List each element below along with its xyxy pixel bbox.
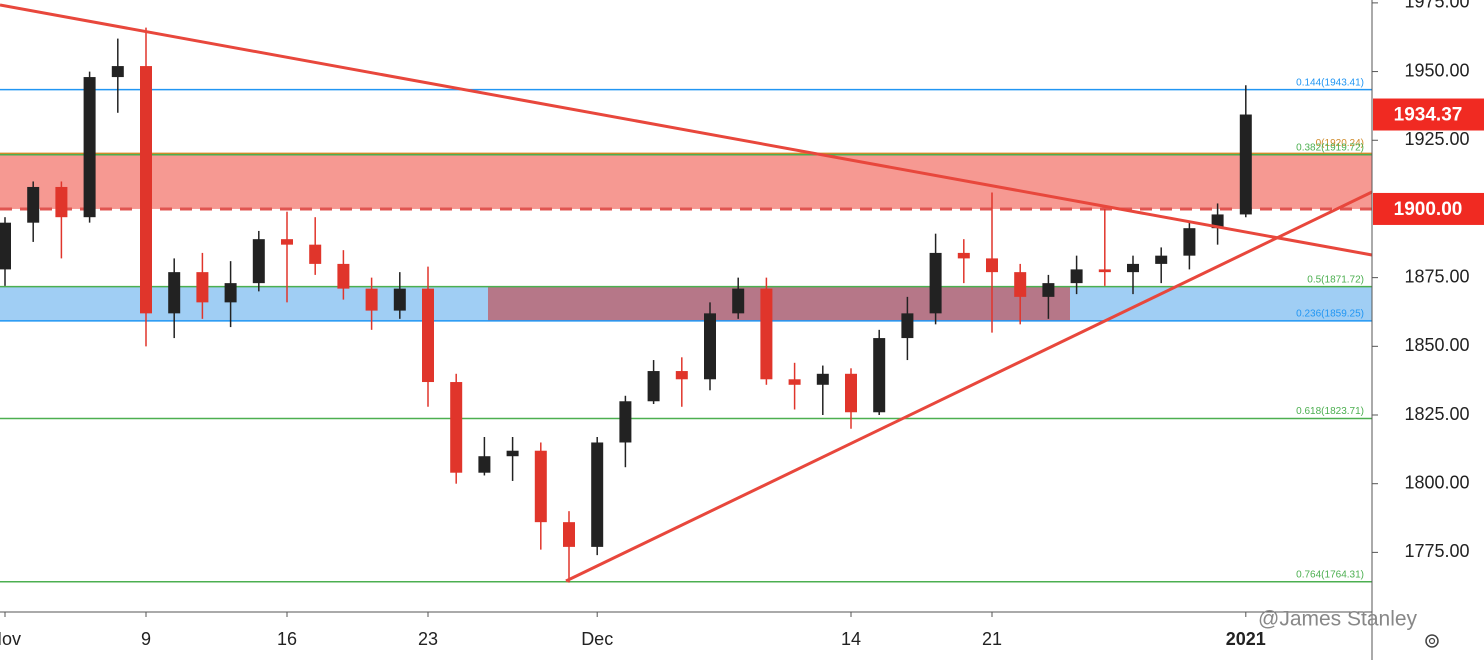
y-tick-label: 1975.00: [1404, 0, 1469, 12]
candle-body: [929, 252, 942, 314]
levels: 0.144(1943.41) 0(1920.24)0.382(1919.72) 0.…: [0, 77, 1372, 583]
trendlines: [0, 3, 1373, 583]
candle-body: [563, 522, 575, 547]
candle-body: [1183, 228, 1196, 256]
candle-body: [196, 272, 209, 303]
candle-body: [281, 239, 293, 245]
y-tick-label: 1800.00: [1404, 472, 1469, 492]
candle-body: [732, 288, 745, 314]
fib-level-label: 0.5(1871.72): [1307, 274, 1364, 285]
y-tick-label: 1950.00: [1404, 60, 1469, 80]
candle-body: [0, 222, 11, 270]
x-tick-label: 21: [982, 629, 1002, 649]
candle-body: [873, 338, 886, 413]
candle-body: [55, 186, 68, 218]
candle-body: [365, 288, 378, 311]
candle-body: [986, 258, 998, 273]
x-tick-label: 14: [841, 629, 861, 649]
y-tick-label: 1775.00: [1404, 541, 1469, 561]
watermark: @James Stanley: [1258, 608, 1418, 631]
price-label: 1900.00: [1394, 199, 1463, 220]
candle-body: [252, 239, 265, 284]
candle-body: [760, 288, 773, 380]
ascending-trendline: [565, 190, 1373, 583]
candle-body: [450, 382, 463, 473]
price-label-box: [1373, 98, 1484, 131]
candle-body: [1211, 214, 1224, 229]
candle-body: [901, 313, 914, 339]
y-tick-label: 1850.00: [1404, 335, 1469, 355]
resistance-zone: [0, 153, 1372, 209]
candle-body: [337, 263, 350, 289]
candle-body: [224, 283, 237, 303]
candle-body: [1127, 263, 1139, 273]
y-tick-label: 1925.00: [1404, 129, 1469, 149]
price-label: 1934.37: [1394, 105, 1463, 126]
candle-body: [647, 371, 660, 402]
candle-body: [422, 288, 434, 383]
candle-body: [816, 373, 829, 385]
candle-body: [83, 77, 96, 218]
fib-level-label: 0.764(1764.31): [1296, 569, 1364, 580]
candle-body: [1070, 269, 1083, 284]
fib-level-label: 0.382(1919.72): [1296, 142, 1364, 153]
candle-body: [111, 66, 124, 78]
candle-body: [1098, 269, 1111, 273]
candle-body: [478, 456, 491, 473]
x-tick-label: Dec: [581, 629, 613, 649]
candle-body: [788, 379, 801, 385]
price-label-box: [1373, 192, 1484, 225]
fib-level-label: 0.144(1943.41): [1296, 77, 1364, 88]
x-tick-label: Nov: [0, 629, 21, 649]
candle-body: [619, 401, 632, 443]
overlap-zone: [488, 286, 1070, 321]
fib-level-label: 0(1920.24): [1316, 138, 1364, 149]
x-tick-label: 23: [418, 629, 438, 649]
x-tick-label: 16: [277, 629, 297, 649]
candle-body: [393, 288, 406, 311]
settings-icon[interactable]: [1425, 634, 1439, 648]
candle-body: [1239, 114, 1252, 215]
candle-body: [1155, 255, 1168, 264]
candles: [0, 27, 1252, 583]
candle-body: [591, 442, 604, 547]
y-tick-label: 1825.00: [1404, 404, 1469, 424]
fib-level-label: 0.236(1859.25): [1296, 309, 1364, 320]
fib-level-label: 0.618(1823.71): [1296, 406, 1364, 417]
candle-body: [140, 66, 152, 314]
candle-body: [957, 252, 970, 259]
candle-body: [27, 186, 40, 223]
time-axis: [0, 612, 1372, 660]
candle-body: [168, 272, 181, 314]
candle-body: [845, 373, 857, 413]
candle-body: [1014, 272, 1027, 297]
candle-body: [704, 313, 716, 380]
x-tick-label: 2021: [1226, 629, 1266, 649]
x-tick-label: 9: [141, 629, 151, 649]
candle-body: [506, 450, 519, 457]
candle-body: [309, 244, 322, 264]
descending-trendline: [0, 3, 1373, 257]
y-tick-label: 1875.00: [1404, 266, 1469, 286]
candle-body: [1042, 283, 1055, 297]
candle-body: [534, 450, 547, 523]
candle-body: [675, 371, 688, 380]
